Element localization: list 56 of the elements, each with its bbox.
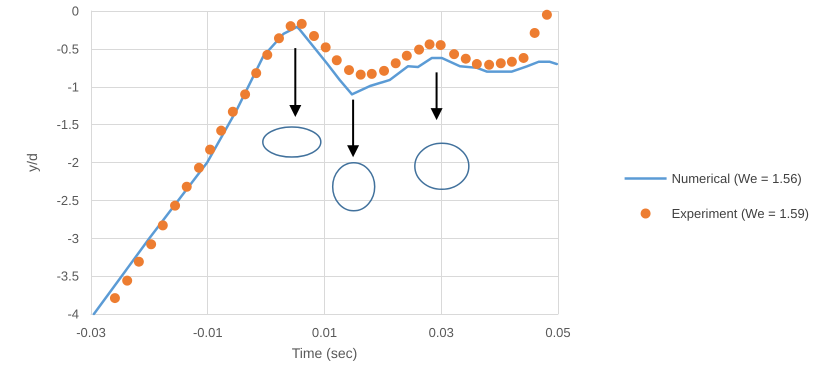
point bbox=[344, 65, 354, 76]
point bbox=[506, 56, 517, 67]
point bbox=[472, 59, 482, 70]
point bbox=[414, 44, 424, 55]
x-tick-label: 0.03 bbox=[428, 325, 454, 340]
point bbox=[518, 52, 529, 63]
y-tick-label: -0.5 bbox=[56, 41, 79, 56]
legend-label: Numerical (We = 1.56) bbox=[672, 171, 802, 186]
point bbox=[484, 60, 494, 70]
point bbox=[424, 39, 435, 50]
point bbox=[240, 89, 250, 100]
point bbox=[449, 49, 460, 60]
point bbox=[216, 126, 226, 136]
y-tick-label: -1 bbox=[67, 79, 79, 94]
y-tick-label: -2 bbox=[67, 155, 79, 170]
point bbox=[286, 21, 296, 32]
y-tick-label: 0 bbox=[72, 4, 79, 18]
point bbox=[122, 276, 132, 286]
y-tick-label: -2.5 bbox=[56, 192, 79, 208]
point bbox=[182, 182, 192, 192]
point bbox=[436, 40, 446, 50]
point bbox=[530, 28, 540, 38]
point bbox=[390, 58, 401, 68]
x-tick-label: -0.01 bbox=[192, 325, 223, 340]
point bbox=[251, 68, 262, 78]
point bbox=[402, 50, 412, 61]
legend-label: Experiment (We = 1.59) bbox=[672, 206, 810, 221]
y-tick-label: -3 bbox=[67, 230, 79, 246]
point bbox=[366, 68, 377, 79]
point bbox=[274, 33, 284, 44]
point bbox=[146, 239, 156, 250]
point bbox=[542, 10, 552, 20]
x-tick-label: -0.03 bbox=[76, 325, 106, 340]
point bbox=[496, 58, 506, 68]
point bbox=[320, 42, 331, 52]
x-tick-label: 0.01 bbox=[312, 325, 338, 340]
point bbox=[228, 106, 238, 117]
point bbox=[379, 66, 390, 76]
point bbox=[460, 54, 471, 64]
point bbox=[309, 31, 319, 41]
point bbox=[110, 293, 120, 304]
point bbox=[134, 256, 144, 267]
y-tick-label: -3.5 bbox=[56, 268, 79, 284]
point bbox=[356, 70, 366, 80]
point bbox=[262, 50, 272, 60]
y-axis-title: y/d bbox=[24, 153, 40, 172]
point bbox=[332, 55, 342, 66]
point bbox=[205, 144, 216, 155]
x-tick-label: 0.05 bbox=[545, 325, 571, 340]
y-tick-label: -1.5 bbox=[56, 117, 79, 132]
x-axis-title: Time (sec) bbox=[292, 345, 358, 361]
y-tick-label: -4 bbox=[67, 306, 79, 322]
point bbox=[296, 18, 307, 29]
point bbox=[158, 220, 168, 230]
point bbox=[170, 200, 180, 211]
point bbox=[194, 162, 204, 173]
